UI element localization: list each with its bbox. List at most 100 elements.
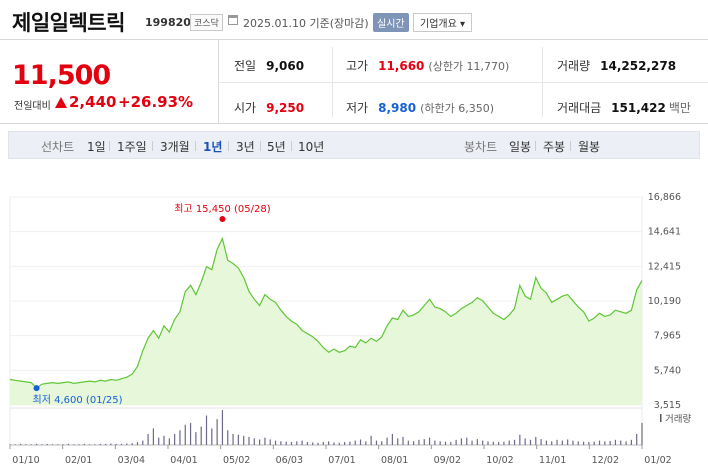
volume-bar [413,441,415,445]
volume-legend-icon [660,414,662,422]
candle-chart-label: 봉차트 [464,140,498,154]
volume-bar [158,437,160,445]
amount-unit: 백만 [668,101,691,115]
volume-bar [359,439,362,445]
x-tick-label: 10/02 [486,455,513,466]
volume-bar [20,443,22,445]
volume-bar [354,440,356,445]
volume-bar [73,444,75,445]
low-cell: 저가 8,980 (하한가 6,350) [346,99,494,116]
volume-bar [317,442,319,445]
candle-monthly[interactable]: 월봉 [578,140,601,154]
volume-bar [620,440,622,445]
volume-bar [338,442,340,445]
volume-bar [375,440,378,445]
volume-bar [498,442,500,445]
market-badge: 코스닥 [190,14,223,31]
volume-bar [444,441,447,445]
x-tick-label: 06/03 [276,455,303,466]
x-axis-labels: 01/10 02/01 03/04 04/01 05/02 06/03 07/01 08/01… [9,445,672,466]
x-tick-label: 04/01 [170,455,197,466]
low-label: 저가 [346,101,369,115]
x-tick-label: 11/01 [539,455,566,466]
toolbar-separator [260,141,261,151]
volume-bar [67,443,70,445]
volume-bar [46,443,48,445]
volume-bar [466,437,468,445]
volume-legend: 거래량 [665,413,691,425]
volume-bar [179,430,181,445]
volume-bar [535,436,537,445]
volume-bar [14,444,16,445]
volume-bar [296,441,298,445]
live-button[interactable]: 실시간 [373,13,409,32]
volume-bar [402,436,404,445]
volume-bar [460,438,463,445]
chart-toolbar: 선차트 1일 1주일 3개월 1년 3년 5년 10년 봉차트 일봉 주봉 월봉 [8,131,700,159]
volume-bar [476,439,478,445]
change-label: 전일대비 [14,101,51,112]
volume-bar [147,433,149,445]
y-tick-label: 3,515 [654,400,681,411]
x-tick-label: 12/02 [592,455,619,466]
candle-daily[interactable]: 일봉 [509,140,532,154]
volume-bar [62,444,64,445]
period-1d[interactable]: 1일 [87,140,106,154]
candle-weekly[interactable]: 주봉 [543,140,566,154]
period-3m[interactable]: 3개월 [160,140,190,154]
volume-bar [221,410,224,445]
volume-bar [99,443,101,445]
volume-bar [604,441,606,445]
volume-bar [35,443,38,445]
volume-bar [428,437,431,445]
volume-bar [290,442,293,445]
volume-bar [609,440,611,445]
y-tick-label: 14,641 [648,227,681,238]
toolbar-separator [109,141,110,151]
period-1w[interactable]: 1주일 [117,140,147,154]
company-info-button[interactable]: 기업개요 ▾ [413,13,472,32]
amount-cell: 거래대금 151,422 백만 [557,99,691,116]
period-3y[interactable]: 3년 [236,140,255,154]
x-tick-label: 01/10 [12,455,39,466]
volume-bar [471,440,473,445]
volume-bar [439,441,441,445]
period-1y[interactable]: 1년 [203,140,223,154]
volume-bar [253,438,255,445]
y-axis-labels: 16,866 14,641 12,415 10,190 7,965 5,740 3,515 [648,192,681,411]
volume-bar [142,440,144,445]
stock-code: 199820 [145,16,191,29]
volume-bar [120,443,123,445]
volume-label: 거래량 [557,59,591,73]
x-tick-label: 02/01 [65,455,92,466]
volume-bar [641,422,643,445]
period-10y[interactable]: 10년 [298,140,325,154]
volume-bar [529,439,532,445]
volume-bar [115,443,117,445]
x-tick-label: 03/04 [118,455,145,466]
volume-bar [195,432,197,445]
volume-bar [232,433,234,445]
toolbar-separator [291,141,292,151]
prev-close-cell: 전일 9,060 [234,57,304,74]
toolbar-separator [570,141,571,151]
volume-bar [136,442,139,445]
volume-bar [482,440,484,445]
stock-header: 제일일렉트릭 199820 코스닥 2025.01.10 기준(장마감) 실시간… [0,0,708,40]
volume-bar [216,419,218,445]
change-percent: +26.93% [118,93,194,111]
period-5y[interactable]: 5년 [267,140,286,154]
volume-bar [450,442,452,445]
date-label: 2025.01.10 기준(장마감) [243,17,369,30]
volume-bar [110,443,112,445]
volume-bar [503,441,505,445]
open-cell: 시가 9,250 [234,99,304,116]
volume-bar [243,435,245,445]
volume-bar [51,444,54,445]
volume-bar [567,439,569,445]
toolbar-separator [195,141,196,151]
volume-bar [455,439,457,445]
volume-bar [487,441,489,445]
stock-name: 제일일렉트릭 [12,11,125,35]
volume-bar [397,438,399,445]
